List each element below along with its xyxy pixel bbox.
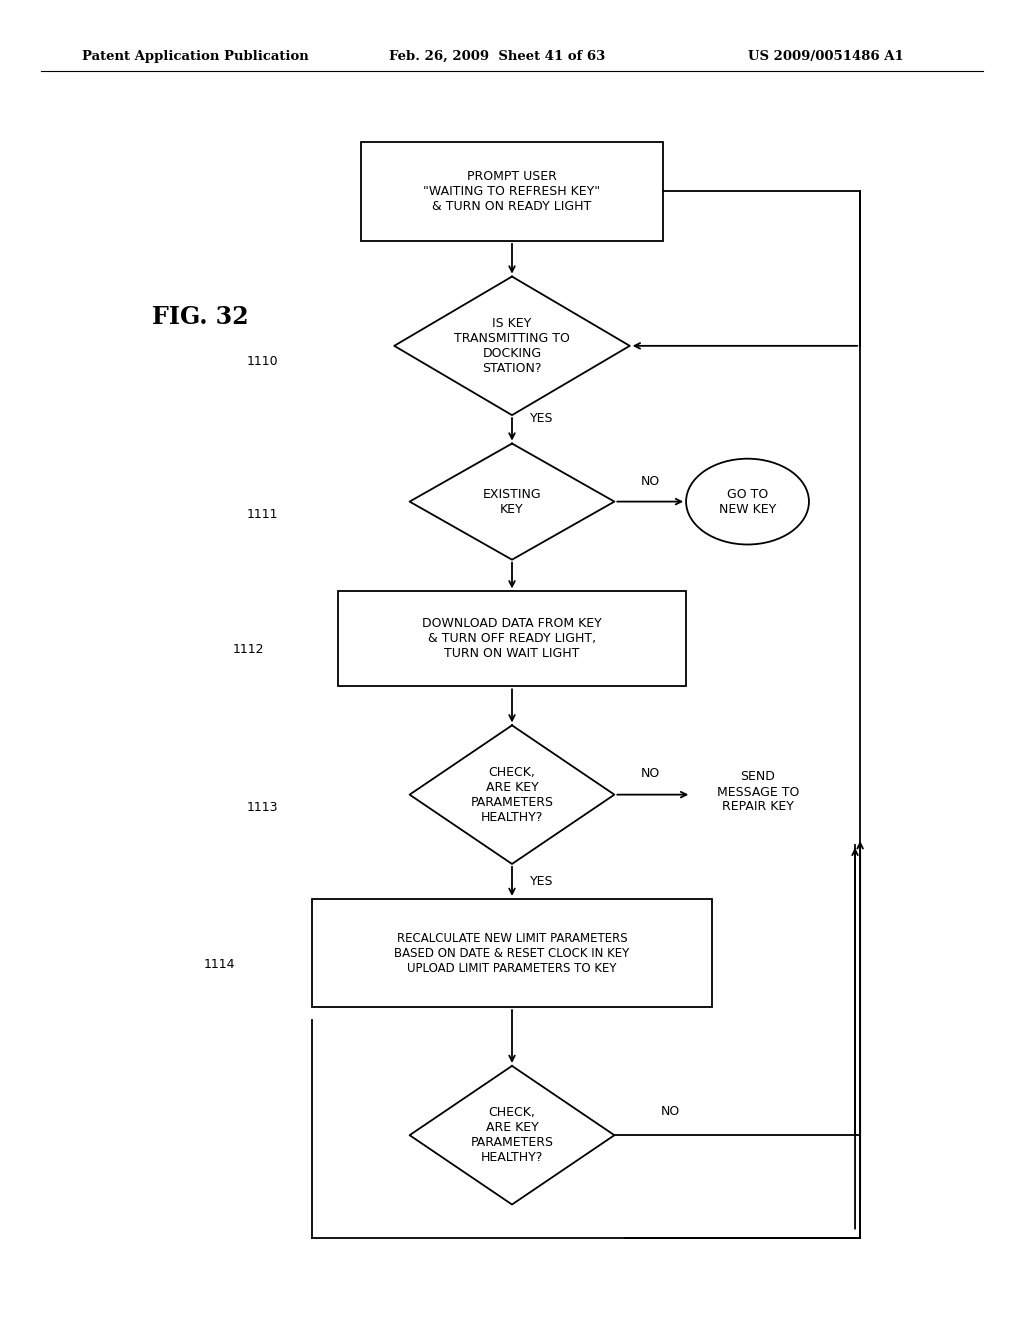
Polygon shape [410,444,614,560]
Text: SEND
MESSAGE TO
REPAIR KEY: SEND MESSAGE TO REPAIR KEY [717,771,799,813]
Text: Patent Application Publication: Patent Application Publication [82,50,308,63]
Text: RECALCULATE NEW LIMIT PARAMETERS
BASED ON DATE & RESET CLOCK IN KEY
UPLOAD LIMIT: RECALCULATE NEW LIMIT PARAMETERS BASED O… [394,932,630,974]
Text: CHECK,
ARE KEY
PARAMETERS
HEALTHY?: CHECK, ARE KEY PARAMETERS HEALTHY? [470,766,554,824]
Text: 1111: 1111 [247,508,279,521]
Polygon shape [394,277,630,414]
Ellipse shape [686,459,809,544]
Text: FIG. 32: FIG. 32 [152,305,248,329]
Text: YES: YES [530,412,554,425]
Text: YES: YES [530,875,554,888]
Text: NO: NO [662,1105,680,1118]
Bar [312,899,712,1007]
Text: 1113: 1113 [247,801,279,814]
Text: EXISTING
KEY: EXISTING KEY [482,487,542,516]
Text: 1114: 1114 [204,958,236,972]
Bar [338,591,686,686]
Text: GO TO
NEW KEY: GO TO NEW KEY [719,487,776,516]
Text: US 2009/0051486 A1: US 2009/0051486 A1 [748,50,903,63]
Text: 1110: 1110 [247,355,279,368]
Text: 1112: 1112 [232,643,264,656]
Text: NO: NO [641,475,659,488]
Text: CHECK,
ARE KEY
PARAMETERS
HEALTHY?: CHECK, ARE KEY PARAMETERS HEALTHY? [470,1106,554,1164]
Polygon shape [410,1067,614,1204]
Polygon shape [410,726,614,863]
Text: PROMPT USER
"WAITING TO REFRESH KEY"
& TURN ON READY LIGHT: PROMPT USER "WAITING TO REFRESH KEY" & T… [424,170,600,213]
Text: IS KEY
TRANSMITTING TO
DOCKING
STATION?: IS KEY TRANSMITTING TO DOCKING STATION? [454,317,570,375]
Bar [361,143,664,242]
Text: DOWNLOAD DATA FROM KEY
& TURN OFF READY LIGHT,
TURN ON WAIT LIGHT: DOWNLOAD DATA FROM KEY & TURN OFF READY … [422,618,602,660]
Text: NO: NO [641,767,659,780]
Text: Feb. 26, 2009  Sheet 41 of 63: Feb. 26, 2009 Sheet 41 of 63 [389,50,605,63]
